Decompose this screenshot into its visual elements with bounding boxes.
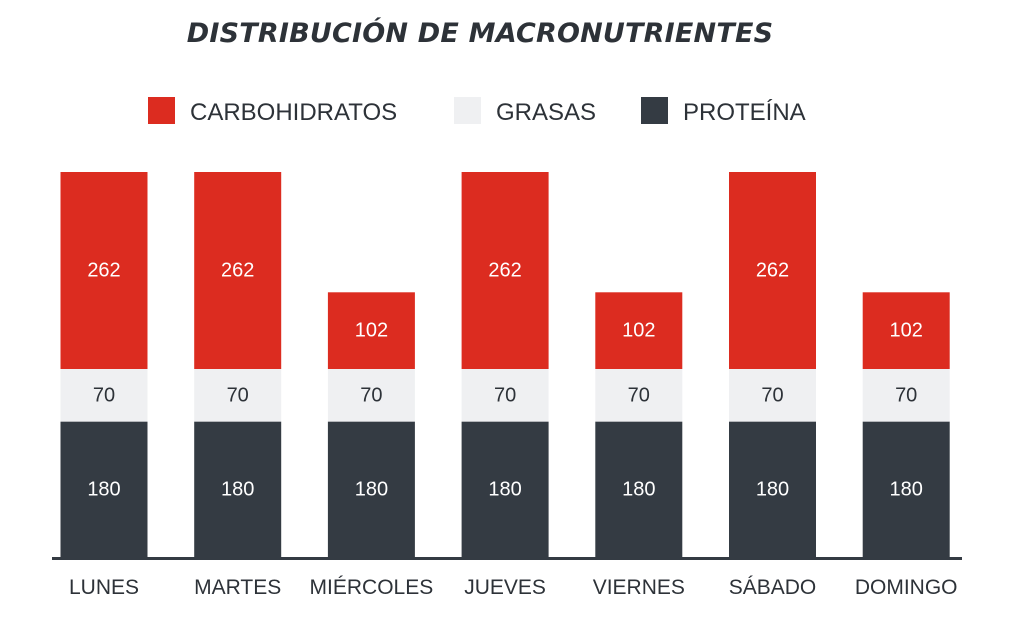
bar-domingo: 180 70 102	[862, 292, 950, 557]
x-tick-label-jueves: JUEVES	[464, 576, 546, 599]
bar-segment-proteina-martes	[194, 421, 282, 557]
data-label-proteina-jueves: 180	[488, 478, 521, 500]
bar-segment-grasas-domingo	[862, 369, 950, 422]
bar-segment-carbohidratos-martes	[194, 172, 282, 369]
data-label-carbohidratos-martes: 262	[221, 260, 254, 282]
bar-segment-carbohidratos-lunes	[60, 172, 148, 369]
data-label-carbohidratos-jueves: 262	[488, 260, 521, 282]
bar-segment-proteina-sabado	[729, 421, 816, 557]
data-label-grasas-domingo: 70	[895, 384, 917, 406]
data-label-grasas-jueves: 70	[494, 384, 516, 406]
bar-martes: 180 70 262	[194, 172, 282, 557]
data-label-carbohidratos-sabado: 262	[756, 260, 789, 282]
bar-segment-proteina-domingo	[862, 421, 950, 557]
x-tick-label-lunes: LUNES	[69, 576, 139, 599]
data-label-carbohidratos-domingo: 102	[890, 320, 923, 342]
legend-label-carbohidratos: CARBOHIDRATOS	[190, 99, 397, 126]
data-label-proteina-domingo: 180	[890, 478, 923, 500]
bar-segment-proteina-viernes	[595, 421, 683, 557]
category-labels: LUNES MARTES MIÉRCOLES JUEVES VIERNES SÁBADO D…	[69, 576, 958, 599]
legend-swatch-carbohidratos	[148, 97, 175, 124]
bar-lunes: 180 70 262	[60, 172, 148, 557]
x-tick-label-domingo: DOMINGO	[855, 576, 958, 599]
x-tick-label-miercoles: MIÉRCOLES	[310, 576, 434, 599]
x-tick-label-martes: MARTES	[194, 576, 281, 599]
bar-segment-grasas-viernes	[595, 369, 683, 422]
data-label-carbohidratos-viernes: 102	[622, 320, 655, 342]
legend-label-proteina: PROTEÍNA	[683, 99, 806, 126]
bar-segment-carbohidratos-sabado	[729, 172, 816, 369]
bar-segment-proteina-miercoles	[327, 421, 415, 557]
data-label-proteina-sabado: 180	[756, 478, 789, 500]
legend-label-grasas: GRASAS	[496, 99, 596, 126]
bars: 180 70 262 180 70 262 180 70 102 180 70 262 180 70 102…	[60, 172, 950, 557]
bar-segment-grasas-miercoles	[327, 369, 415, 422]
data-label-carbohidratos-miercoles: 102	[355, 320, 388, 342]
data-label-grasas-lunes: 70	[93, 384, 115, 406]
chart-title: DISTRIBUCIÓN DE MACRONUTRIENTES	[186, 18, 774, 49]
bar-segment-grasas-jueves	[461, 369, 549, 422]
legend-swatch-grasas	[454, 97, 481, 124]
bar-segment-carbohidratos-miercoles	[327, 292, 415, 369]
data-label-grasas-sabado: 70	[761, 384, 783, 406]
bar-segment-grasas-martes	[194, 369, 282, 422]
bar-jueves: 180 70 262	[461, 172, 549, 557]
data-label-proteina-viernes: 180	[622, 478, 655, 500]
bar-miercoles: 180 70 102	[327, 292, 415, 557]
data-label-grasas-miercoles: 70	[360, 384, 382, 406]
legend: CARBOHIDRATOS GRASAS PROTEÍNA	[148, 97, 806, 126]
bar-viernes: 180 70 102	[595, 292, 683, 557]
bar-segment-proteina-jueves	[461, 421, 549, 557]
legend-swatch-proteina	[641, 97, 668, 124]
x-tick-label-viernes: VIERNES	[593, 576, 685, 599]
data-label-carbohidratos-lunes: 262	[87, 260, 120, 282]
bar-segment-proteina-lunes	[60, 421, 148, 557]
data-label-grasas-martes: 70	[227, 384, 249, 406]
data-label-proteina-lunes: 180	[87, 478, 120, 500]
data-label-proteina-miercoles: 180	[355, 478, 388, 500]
bar-segment-carbohidratos-viernes	[595, 292, 683, 369]
data-label-grasas-viernes: 70	[628, 384, 650, 406]
bar-segment-carbohidratos-domingo	[862, 292, 950, 369]
bar-segment-grasas-lunes	[60, 369, 148, 422]
bar-segment-carbohidratos-jueves	[461, 172, 549, 369]
bar-sabado: 180 70 262	[729, 172, 816, 557]
x-tick-label-sabado: SÁBADO	[729, 576, 817, 599]
data-label-proteina-martes: 180	[221, 478, 254, 500]
bar-segment-grasas-sabado	[729, 369, 816, 422]
